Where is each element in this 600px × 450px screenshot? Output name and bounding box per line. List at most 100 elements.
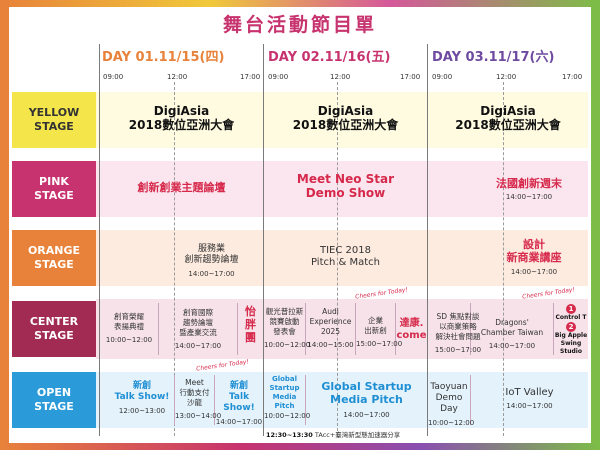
- center-event-d3c: 1 Control T 2 Big Apple Swing Studio: [553, 304, 589, 356]
- day-divider: [427, 44, 428, 436]
- open-event-d2b: Global Startup Media Pitch 14:00~17:00: [306, 380, 427, 422]
- event-divider: [470, 375, 471, 425]
- event-title: Startup: [269, 384, 300, 392]
- event-subtitle: 行動支付: [179, 388, 210, 397]
- stage-name: ORANGE: [27, 244, 81, 257]
- event-title: 新創: [132, 381, 151, 391]
- center-stage-row: [96, 299, 588, 359]
- cheers-note: Cheers for Today!: [195, 358, 250, 373]
- number-badge: 2: [566, 322, 576, 332]
- day-2-date: 11/16: [324, 50, 366, 65]
- stage-name: PINK: [39, 175, 69, 188]
- open-event-d2a: Global Startup Media Pitch 10:00~12:00: [264, 375, 311, 421]
- event-divider: [174, 375, 175, 425]
- center-event-d1b: 創育國際 趨勢論壇 暨產業交流 14:00~17:00: [159, 308, 237, 351]
- time-label: 09:00: [432, 73, 453, 81]
- center-event-d1a: 創育榮耀 表揚典禮 10:00~12:00: [100, 312, 158, 345]
- event-divider: [158, 303, 159, 355]
- stage-label-open: OPEN STAGE: [12, 372, 96, 428]
- top-border: [0, 0, 600, 7]
- event-subtitle: Chamber Taiwan: [480, 328, 544, 337]
- noon-gridline: [174, 82, 175, 436]
- yellow-event-day1: DigiAsia 2018數位亞洲大會: [100, 104, 263, 132]
- yellow-event-day2: DigiAsia 2018數位亞洲大會: [264, 104, 427, 132]
- event-divider: [553, 303, 554, 355]
- event-divider: [395, 303, 396, 355]
- event-title: Dragons': [495, 318, 529, 327]
- center-event-d1c: 怡 胖 團: [238, 305, 263, 344]
- event-title: DigiAsia: [317, 104, 374, 118]
- time-label: 09:00: [268, 73, 289, 81]
- day-divider: [99, 44, 100, 436]
- event-time: 14:00~17:00: [505, 193, 553, 201]
- event-title: 創育榮耀: [114, 312, 144, 321]
- event-subtitle: 以商業策略: [439, 322, 477, 331]
- orange-event-day1: 服務業 創新趨勢論壇 14:00~17:00: [160, 244, 263, 280]
- event-time: 10:00~12:00: [264, 412, 311, 420]
- noon-gridline: [337, 82, 338, 436]
- event-subtitle: Media Pitch: [330, 393, 403, 406]
- event-title: 創育國際: [183, 308, 213, 317]
- event-time: 14:00~17:00: [506, 402, 553, 410]
- center-event-d2d: 達康. come: [396, 318, 427, 342]
- event-title: 企業: [368, 316, 383, 325]
- event-title: 達康.: [399, 318, 424, 329]
- open-event-d1a: 新創 Talk Show! 12:00~13:00: [110, 381, 174, 417]
- event-title: 觀光普拉斯: [265, 307, 304, 316]
- center-event-d2b: Audi Experience 2025 14:00~15:00: [306, 307, 355, 350]
- stage-label-pink: PINK STAGE: [12, 161, 96, 217]
- event-title: Taoyuan: [430, 382, 468, 392]
- event-divider: [237, 303, 238, 355]
- event-title: 服務業: [197, 244, 225, 254]
- event-title: 胖: [245, 318, 256, 331]
- event-time: 12:30~13:30: [266, 431, 313, 439]
- event-title: 怡: [245, 305, 256, 318]
- pink-event-day1: 創新創業主題論壇: [137, 181, 226, 194]
- day-2-header: DAY 02.11/16(五): [268, 46, 390, 65]
- open-stage-row: [96, 372, 588, 428]
- stage-word: STAGE: [34, 189, 74, 202]
- open-event-d3a: Taoyuan Demo Day 10:00~12:00: [428, 382, 475, 429]
- day-3-date: 11/17: [488, 50, 530, 65]
- event-time: 10:00~12:00: [428, 419, 475, 427]
- stage-word: STAGE: [34, 120, 74, 133]
- event-title: Audi: [322, 307, 339, 316]
- event-subtitle: 2018數位亞洲大會: [128, 118, 235, 132]
- event-subtitle: 競賽啟動: [269, 317, 300, 326]
- day-1-header: DAY 01.11/15(四): [102, 46, 224, 65]
- event-subtitle: 2018數位亞洲大會: [292, 118, 399, 132]
- event-title: Global Startup: [321, 380, 412, 393]
- event-title: DigiAsia: [153, 104, 210, 118]
- event-subtitle: 趨勢論壇: [183, 318, 213, 327]
- event-subtitle: 出新創: [364, 326, 387, 335]
- right-border: [591, 0, 600, 450]
- pink-event-day3: 法國創新週末 14:00~17:00: [470, 178, 588, 203]
- event-title: Meet: [185, 378, 204, 387]
- event-time: 15:00~17:00: [434, 346, 482, 354]
- left-border: [0, 0, 9, 450]
- stage-label-center: CENTER STAGE: [12, 301, 96, 357]
- time-label: 12:00: [496, 73, 517, 81]
- orange-event-day2: TIEC 2018 Pitch & Match: [264, 245, 427, 269]
- event-title: Media: [272, 393, 297, 401]
- center-event-d2c: 企業 出新創 15:00~17:00: [356, 316, 402, 349]
- event-divider: [470, 303, 471, 355]
- day-1-date: 11/15: [158, 50, 200, 65]
- stage-name: OPEN: [36, 386, 72, 399]
- day-2-weekday: (五): [365, 50, 391, 65]
- yellow-event-day3: DigiAsia 2018數位亞洲大會: [428, 104, 588, 132]
- event-subtitle: Pitch & Match: [310, 257, 380, 268]
- center-event-d3b: Dragons' Chamber Taiwan 14:00~17:00: [471, 318, 553, 351]
- event-divider: [214, 375, 215, 425]
- event-subtitle: Talk Show!: [114, 392, 170, 402]
- event-title: Global: [271, 375, 298, 383]
- event-subtitle: Experience: [309, 317, 352, 326]
- bottom-border: [0, 443, 600, 450]
- event-subtitle: 解決社會問題: [435, 332, 481, 341]
- event-divider: [305, 375, 306, 425]
- event-title: TIEC 2018: [320, 245, 371, 256]
- event-subtitle: 沙龍: [187, 398, 202, 407]
- event-subtitle: 暨產業交流: [179, 328, 217, 337]
- event-subtitle: 創新趨勢論壇: [184, 255, 239, 265]
- event-divider: [305, 303, 306, 355]
